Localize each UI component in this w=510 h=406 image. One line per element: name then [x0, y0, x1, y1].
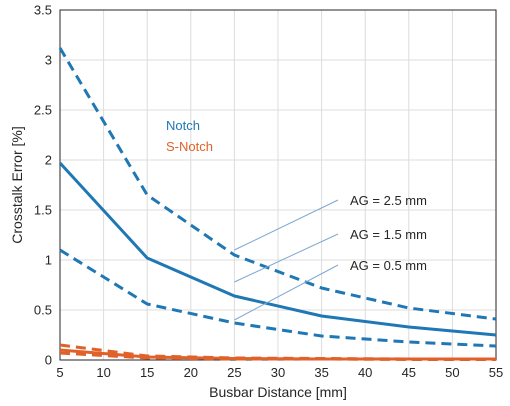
legend-entry: S-Notch	[166, 139, 213, 154]
x-tick-label: 35	[314, 365, 328, 380]
x-tick-label: 30	[271, 365, 285, 380]
y-tick-label: 3.5	[34, 3, 52, 18]
y-tick-label: 1	[45, 253, 52, 268]
annotation-leader	[234, 199, 339, 251]
y-axis-ticks: 0 0.5 1 1.5 2 2.5 3 3.5	[34, 3, 52, 368]
x-tick-label: 50	[445, 365, 459, 380]
annotation-leader	[234, 264, 339, 321]
s-notch-line-ag-05	[59, 351, 496, 361]
notch-line-ag-15	[58, 161, 497, 337]
x-tick-label: 5	[56, 365, 63, 380]
x-tick-label: 55	[489, 365, 503, 380]
x-tick-label: 45	[402, 365, 416, 380]
x-tick-label: 20	[184, 365, 198, 380]
annotation-label: AG = 1.5 mm	[350, 227, 427, 242]
notch-line-ag-05	[59, 248, 497, 348]
y-tick-label: 1.5	[34, 203, 52, 218]
x-axis-ticks: 5 10 15 20 25 30 35 40 45 50 55	[56, 365, 503, 380]
y-tick-label: 2	[45, 153, 52, 168]
x-tick-label: 40	[358, 365, 372, 380]
x-tick-label: 10	[96, 365, 110, 380]
y-tick-label: 0.5	[34, 303, 52, 318]
legend: Notch S-Notch	[166, 118, 213, 154]
annotation-label: AG = 2.5 mm	[350, 193, 427, 208]
x-axis-label: Busbar Distance [mm]	[209, 384, 347, 400]
x-tick-label: 25	[227, 365, 241, 380]
x-tick-label: 15	[140, 365, 154, 380]
series-lines	[58, 47, 497, 361]
y-tick-label: 3	[45, 53, 52, 68]
annotation-label: AG = 0.5 mm	[350, 258, 427, 273]
s-notch-line-ag-25	[59, 343, 496, 361]
annotations: AG = 2.5 mm AG = 1.5 mm AG = 0.5 mm	[234, 193, 427, 321]
y-tick-label: 0	[45, 353, 52, 368]
notch-line-ag-25	[58, 47, 497, 321]
legend-entry: Notch	[166, 118, 200, 133]
y-tick-label: 2.5	[34, 103, 52, 118]
annotation-leader	[234, 233, 339, 283]
y-axis-label: Crosstalk Error [%]	[9, 126, 25, 243]
